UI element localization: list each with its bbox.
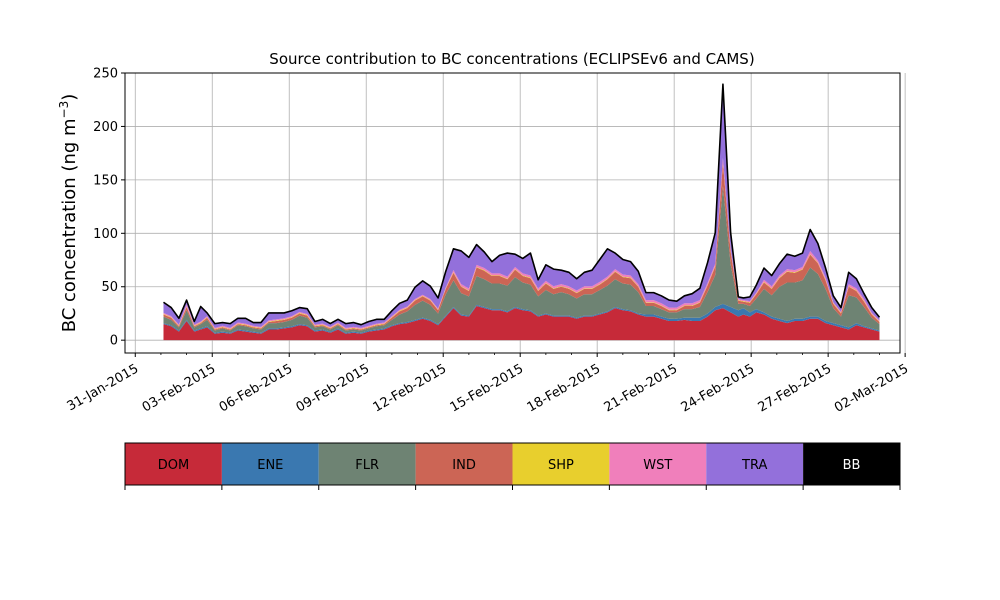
legend-label-ene: ENE xyxy=(257,458,283,473)
y-tick-label-0: 0 xyxy=(110,334,118,349)
legend-swatch-shp xyxy=(512,443,610,485)
y-tick-label-1: 50 xyxy=(101,280,118,295)
legend-swatch-dom xyxy=(125,443,222,485)
total-line xyxy=(163,83,881,326)
stacked-areas xyxy=(163,84,880,341)
area-flr xyxy=(163,186,880,333)
legend-swatch-wst xyxy=(609,443,707,485)
legend-label-dom: DOM xyxy=(158,458,189,473)
legend-swatch-tra xyxy=(706,443,804,485)
legend-swatch-ene xyxy=(221,443,319,485)
y-axis: 0 50 100 150 200 250 xyxy=(93,67,125,349)
legend-label-wst: WST xyxy=(643,458,672,473)
y-axis-label-exponent: −3 xyxy=(57,101,71,119)
y-axis-label-main: BC concentration (ng m xyxy=(59,118,80,332)
legend-label-shp: SHP xyxy=(548,458,574,473)
legend-label-ind: IND xyxy=(452,458,476,473)
plot-frame xyxy=(124,72,901,354)
y-axis-label: BC concentration (ng m−3) xyxy=(57,94,80,333)
chart-title: Source contribution to BC concentrations… xyxy=(269,50,754,68)
y-axis-label-close: ) xyxy=(59,94,80,101)
y-tick-label-2: 100 xyxy=(93,227,118,242)
legend-colorbar: DOM ENE FLR IND SHP WST TRA BB xyxy=(124,442,901,490)
y-tick-label-3: 150 xyxy=(93,173,118,188)
legend-swatch-bb xyxy=(803,443,900,485)
legend-label-bb: BB xyxy=(843,458,861,473)
area-dom xyxy=(163,305,880,341)
legend-swatch-ind xyxy=(415,443,513,485)
legend-label-tra: TRA xyxy=(741,458,767,473)
y-tick-label-5: 250 xyxy=(93,67,118,82)
area-ene xyxy=(163,303,880,334)
total-line-group xyxy=(163,83,881,326)
legend-label-flr: FLR xyxy=(355,458,379,473)
legend-swatch-flr xyxy=(318,443,416,485)
y-tick-label-4: 200 xyxy=(93,120,118,135)
